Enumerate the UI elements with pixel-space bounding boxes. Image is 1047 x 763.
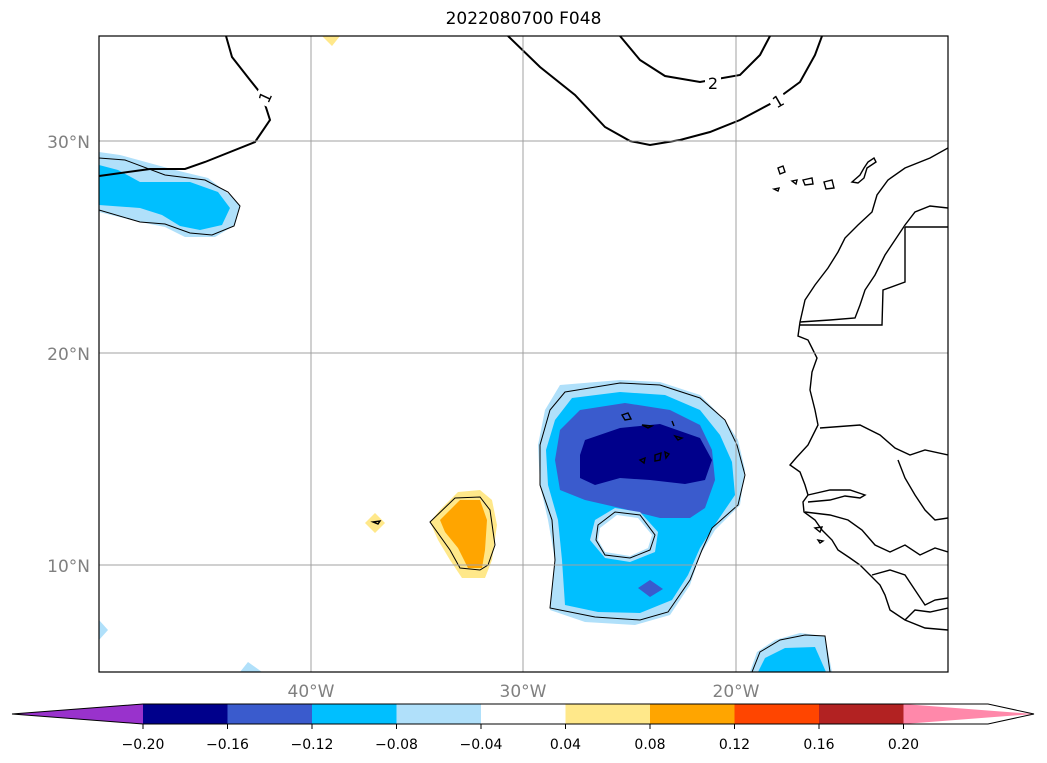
contour-label-2: 2: [708, 74, 718, 93]
fill-hole-white: [598, 515, 652, 556]
island-canary-5: [771, 187, 781, 192]
fill-light-blue-bottom: [240, 662, 262, 672]
colorbar-segment: [734, 704, 820, 724]
fill-cyan-se: [758, 647, 826, 672]
contour-2: [619, 36, 771, 84]
border-mauritania: [800, 226, 948, 326]
coast-africa: [788, 147, 948, 631]
thick-contours: [99, 36, 823, 177]
island-cv-3: [671, 420, 675, 427]
contour-1-west: [99, 36, 272, 177]
colorbar-segments: [12, 704, 1034, 724]
border-guinea: [804, 511, 948, 556]
colorbar-extend-high: [903, 704, 1034, 724]
lat-label-20n: 20°N: [47, 345, 90, 365]
island-canary-6: [850, 156, 877, 184]
border-gambia: [807, 489, 867, 503]
contour-labels: 1 2 1: [253, 73, 790, 113]
colorbar-tick-label: 0.12: [719, 737, 750, 753]
colorbar-extend-low: [12, 704, 143, 724]
colorbar-tick-label: 0.08: [634, 737, 665, 753]
colorbar-tick-label: 0.16: [803, 737, 834, 753]
colorbar-segment: [396, 704, 482, 724]
colorbar-segment: [227, 704, 313, 724]
island-cv-6: [654, 451, 662, 462]
fill-blue-small: [638, 580, 663, 597]
island-cv-1: [620, 412, 633, 421]
islands: [370, 156, 877, 544]
colorbar: −0.20 −0.16 −0.12 −0.08 −0.04 0.04 0.08 0.12 0.1…: [11, 703, 1035, 753]
thin-contour-se: [751, 634, 831, 672]
colorbar-segment: [565, 704, 651, 724]
colorbar-segment: [481, 704, 566, 724]
island-cv-4: [673, 434, 684, 441]
lon-label-20w: 20°W: [713, 682, 760, 702]
border-liberia: [904, 607, 948, 621]
island-cv-2: [641, 424, 655, 429]
thin-contour-hole: [595, 511, 656, 559]
island-bissau-1: [813, 526, 824, 534]
island-cv-5: [638, 456, 646, 465]
border-sierra: [871, 569, 948, 606]
island-canary-3: [802, 177, 814, 186]
border-senegal: [819, 424, 948, 456]
thin-contour-cv: [539, 382, 746, 621]
island-canary-1: [777, 165, 786, 175]
colorbar-tick-label: −0.16: [206, 737, 249, 753]
island-bissau-2: [816, 538, 825, 544]
coast-morocco-inner: [799, 205, 948, 323]
border-mali: [897, 459, 948, 521]
gridlines: [99, 36, 948, 672]
colorbar-tick-label: −0.04: [460, 737, 503, 753]
colorbar-segment: [819, 704, 904, 724]
colorbar-tick-label: −0.20: [122, 737, 165, 753]
fill-yellow-top: [322, 36, 340, 46]
colorbar-tick-label: 0.04: [550, 737, 581, 753]
lon-label-30w: 30°W: [500, 682, 547, 702]
colorbar-tick-label: −0.12: [291, 737, 334, 753]
filled-contours: [99, 36, 832, 672]
thin-contour-nw: [99, 157, 241, 236]
fill-orange: [440, 500, 487, 568]
thin-contours: [99, 157, 831, 672]
lat-label-10n: 10°N: [47, 557, 90, 577]
map-frame: [98, 35, 949, 673]
colorbar-outline: [11, 703, 1035, 725]
colorbar-segment: [312, 704, 397, 724]
colorbar-segment: [650, 704, 735, 724]
island-canary-4: [823, 179, 835, 190]
island-cv-7: [664, 450, 671, 460]
fill-cyan-nw: [99, 165, 230, 230]
colorbar-tick-label: 0.20: [888, 737, 919, 753]
island-small-orange: [370, 520, 382, 525]
coastlines: [788, 147, 948, 631]
colorbar-tick-label: −0.08: [375, 737, 418, 753]
fill-light-blue-sw: [99, 620, 108, 640]
thin-contour-orange: [429, 496, 496, 571]
lat-label-30n: 30°N: [47, 133, 90, 153]
lon-label-40w: 40°W: [288, 682, 335, 702]
colorbar-segment: [143, 704, 228, 724]
contour-1-east: [507, 36, 823, 147]
map-title: 2022080700 F048: [445, 9, 602, 29]
island-canary-2: [790, 179, 798, 186]
colorbar-ticks: −0.20 −0.16 −0.12 −0.08 −0.04 0.04 0.08 0.12 0.1…: [122, 724, 919, 753]
map-layers: 1 2 1: [99, 36, 948, 672]
